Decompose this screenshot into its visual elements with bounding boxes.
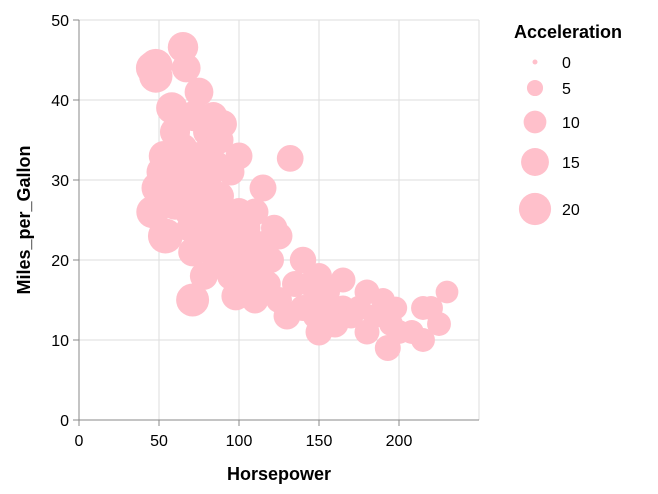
legend: Acceleration 0 5 10 15 20	[514, 22, 622, 226]
legend-label-0: 0	[562, 55, 571, 72]
data-point-22	[176, 283, 210, 317]
legend-symbol-20	[518, 192, 552, 226]
data-point-71	[289, 246, 317, 274]
data-point-91	[384, 296, 408, 320]
y-tick-label-10: 10	[51, 333, 69, 350]
data-point-64	[258, 247, 284, 273]
points-layer	[135, 31, 459, 361]
data-point-3	[139, 48, 173, 83]
legend-label-10: 10	[562, 115, 580, 132]
legend-symbol-5	[526, 79, 544, 97]
legend-symbol-15	[521, 148, 549, 176]
x-tick-label-0: 0	[75, 433, 84, 450]
data-point-98	[435, 280, 459, 304]
x-tick-label-100: 100	[226, 433, 253, 450]
legend-label-20: 20	[562, 202, 580, 219]
x-tick-label-200: 200	[386, 433, 413, 450]
data-point-94	[411, 328, 435, 352]
data-point-27	[184, 77, 214, 107]
legend-symbol-0	[532, 59, 538, 65]
data-point-16	[171, 53, 201, 83]
x-axis-title: Horsepower	[227, 464, 331, 484]
data-point-50	[225, 142, 253, 170]
legend-label-15: 15	[562, 155, 580, 172]
legend-label-5: 5	[562, 81, 571, 98]
axes: 0 50 100 150 200 0 10 20 30 40 50	[51, 13, 479, 450]
data-point-66	[265, 222, 293, 250]
data-point-42	[209, 110, 237, 138]
y-tick-label-0: 0	[60, 413, 69, 430]
legend-title: Acceleration	[514, 22, 622, 42]
data-point-59	[241, 198, 269, 226]
y-axis-title: Miles_per_Gallon	[14, 145, 34, 294]
y-tick-label-40: 40	[51, 93, 69, 110]
y-tick-label-20: 20	[51, 253, 69, 270]
data-point-69	[276, 145, 304, 172]
data-point-97	[427, 312, 451, 336]
y-tick-label-30: 30	[51, 173, 69, 190]
data-point-61	[249, 174, 277, 202]
x-tick-label-150: 150	[306, 433, 333, 450]
legend-symbol-10	[523, 110, 547, 134]
x-tick-label-50: 50	[150, 433, 168, 450]
data-point-81	[330, 267, 356, 293]
data-point-8	[147, 218, 183, 254]
y-tick-label-50: 50	[51, 13, 69, 30]
